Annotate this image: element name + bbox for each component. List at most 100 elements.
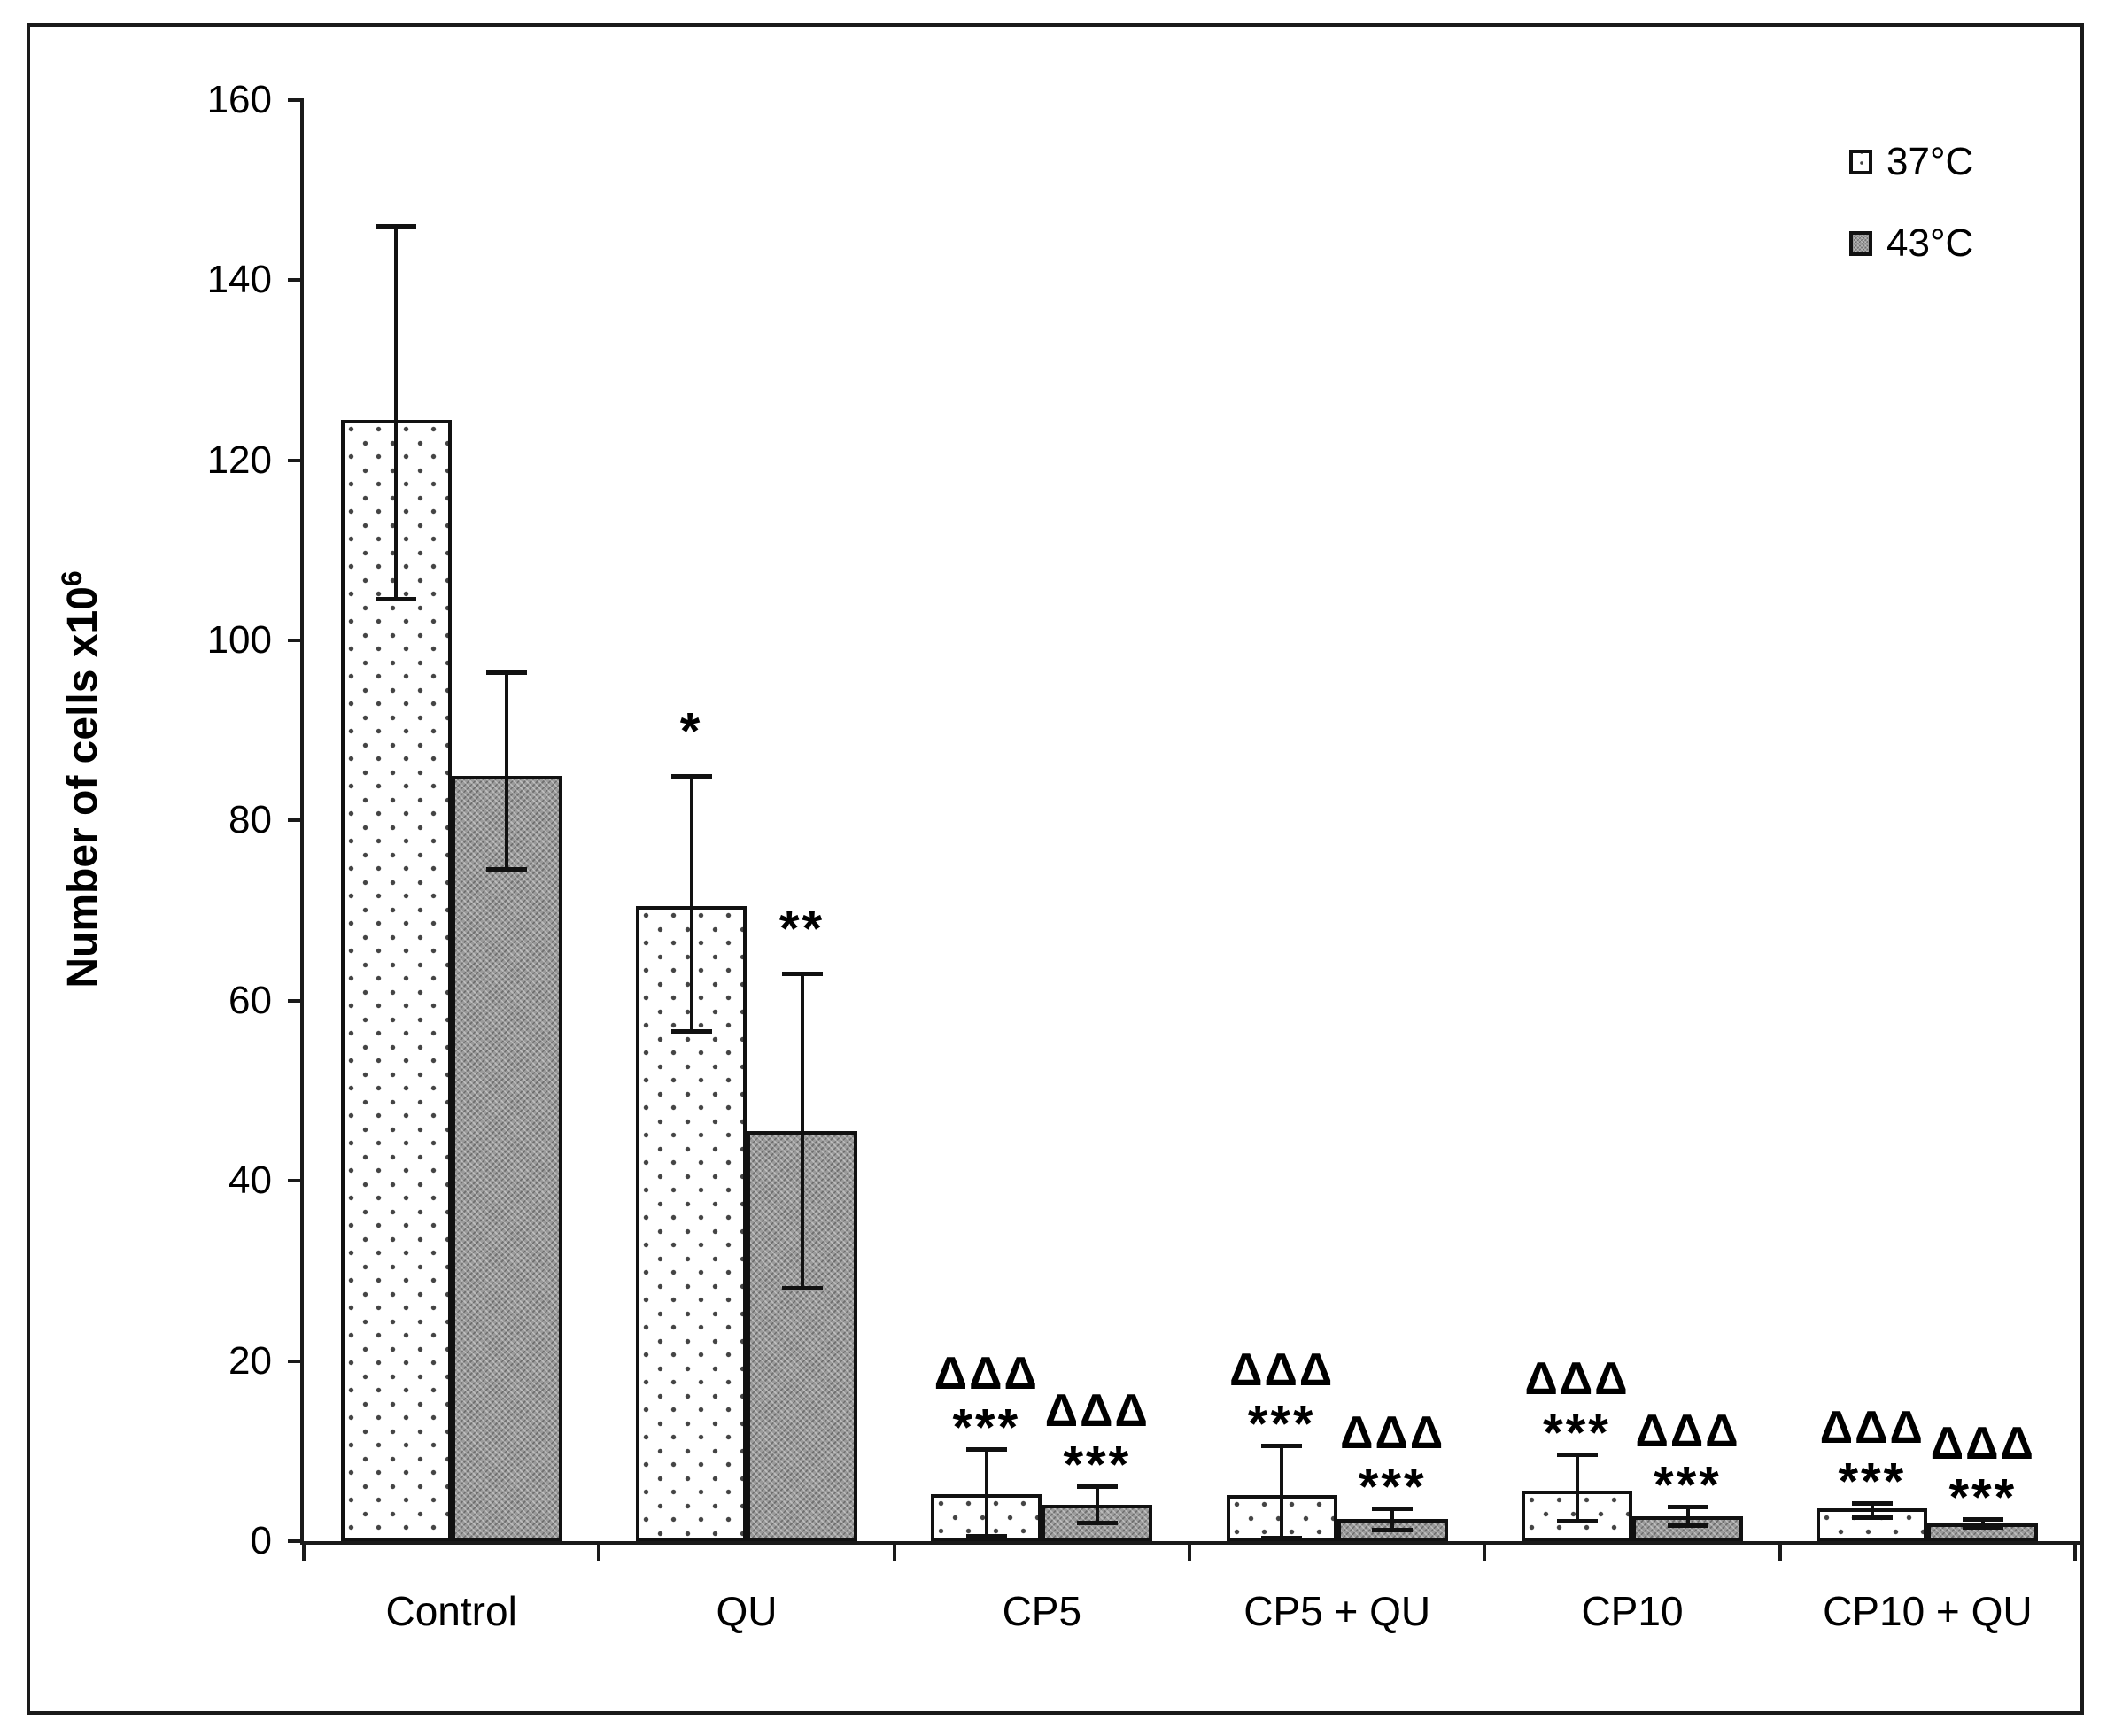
error-bar-cap-top (1667, 1505, 1708, 1510)
y-tick-label: 80 (229, 798, 272, 842)
significance-stars: *** (1063, 1436, 1132, 1494)
y-tick-label: 160 (206, 77, 272, 121)
category-label: CP10 (1581, 1588, 1684, 1634)
figure-border (27, 23, 2084, 1715)
x-axis-tick (1188, 1541, 1191, 1561)
y-tick-label: 60 (229, 978, 272, 1022)
error-bar-line (1390, 1508, 1395, 1531)
error-bar-line (1685, 1507, 1690, 1526)
error-bar-cap-bottom (1372, 1527, 1414, 1532)
error-bar-line (984, 1449, 988, 1537)
y-axis-tick (288, 1359, 304, 1363)
significance-delta: ΔΔΔ (933, 1348, 1039, 1400)
error-bar-cap-bottom (1261, 1535, 1303, 1540)
bar-43c-control (451, 775, 562, 1541)
x-axis-tick (302, 1541, 306, 1561)
error-bar-cap-bottom (1851, 1515, 1893, 1520)
error-bar-cap-top (1962, 1516, 2003, 1522)
significance-delta: ΔΔΔ (1044, 1384, 1150, 1437)
error-bar-line (1575, 1454, 1579, 1522)
y-axis-tick (288, 1179, 304, 1183)
error-bar-cap-bottom (1667, 1523, 1708, 1528)
y-axis-tick (288, 818, 304, 823)
error-bar-cap-top (1076, 1484, 1118, 1489)
error-bar-cap-top (781, 972, 823, 977)
significance-stars: *** (1654, 1456, 1722, 1515)
error-bar-cap-bottom (1076, 1520, 1118, 1525)
y-axis-tick (288, 278, 304, 283)
y-axis-tick (288, 998, 304, 1003)
error-bar-cap-bottom (376, 597, 417, 602)
error-bar-cap-top (486, 670, 528, 675)
legend-label-37c: 37°C (1886, 140, 1974, 183)
significance-delta: ΔΔΔ (1229, 1345, 1335, 1397)
error-bar-cap-bottom (670, 1029, 712, 1035)
error-bar-line (800, 973, 804, 1290)
error-bar-cap-top (376, 224, 417, 229)
legend-marker-43c-icon (1849, 231, 1872, 256)
y-axis-tick (288, 1539, 304, 1543)
error-bar-cap-top (1372, 1507, 1414, 1512)
significance-delta: ΔΔΔ (1524, 1353, 1630, 1406)
significance-stars: *** (1247, 1395, 1316, 1453)
error-bar-cap-bottom (965, 1533, 1007, 1538)
error-bar-line (505, 671, 509, 871)
x-axis-tick (1483, 1541, 1487, 1561)
legend-label-43c: 43°C (1886, 221, 1974, 265)
bar-37c-control (340, 419, 452, 1541)
significance-stars: ** (779, 900, 825, 958)
error-bar-line (394, 226, 399, 601)
significance-delta: ΔΔΔ (1635, 1406, 1740, 1458)
error-bar-cap-top (1851, 1501, 1893, 1507)
legend-row-37c: 37°C (1849, 140, 1973, 184)
y-axis-tick (288, 639, 304, 642)
y-axis-title-text: Number of cells x10 (59, 586, 106, 988)
error-bar-line (1095, 1485, 1099, 1523)
y-tick-label: 100 (206, 618, 272, 662)
error-bar-line (1870, 1503, 1874, 1518)
significance-delta: ΔΔΔ (1340, 1407, 1445, 1460)
error-bar-cap-bottom (1962, 1524, 2003, 1530)
category-label: CP5 + QU (1243, 1588, 1431, 1634)
error-bar-cap-bottom (486, 867, 528, 872)
y-axis-tick (288, 458, 304, 462)
y-axis-title: Number of cells x106 (56, 570, 107, 988)
significance-stars: *** (1543, 1404, 1611, 1462)
error-bar-cap-top (670, 773, 712, 779)
category-label: QU (716, 1588, 778, 1634)
y-axis-tick (288, 97, 304, 102)
legend-marker-37c-icon (1849, 150, 1872, 174)
significance-stars: *** (1358, 1458, 1427, 1516)
x-axis-tick (597, 1541, 601, 1561)
y-axis-title-exponent: 6 (56, 570, 88, 587)
significance-stars: * (679, 702, 703, 761)
y-tick-label: 120 (206, 438, 272, 482)
error-bar-line (689, 775, 693, 1033)
significance-delta: ΔΔΔ (1819, 1402, 1925, 1454)
significance-stars: *** (952, 1399, 1021, 1457)
bar-43c-cp10 (1632, 1515, 1743, 1541)
error-bar-cap-top (1556, 1453, 1598, 1458)
error-bar-line (1980, 1518, 1985, 1528)
error-bar-cap-bottom (1556, 1518, 1598, 1523)
error-bar-cap-bottom (781, 1286, 823, 1291)
significance-delta: ΔΔΔ (1930, 1417, 2035, 1469)
legend: 37°C 43°C (1849, 140, 1973, 303)
error-bar-cap-top (965, 1447, 1007, 1453)
x-axis-tick (1778, 1541, 1782, 1561)
y-tick-label: 20 (229, 1338, 272, 1383)
error-bar-cap-top (1261, 1444, 1303, 1449)
y-tick-label: 0 (250, 1519, 272, 1562)
error-bar-line (1280, 1445, 1284, 1538)
category-label: CP5 (1002, 1588, 1082, 1634)
category-label: CP10 + QU (1823, 1588, 2033, 1634)
y-tick-label: 40 (229, 1159, 272, 1203)
significance-stars: *** (1838, 1453, 1907, 1511)
x-axis-tick (2073, 1541, 2077, 1561)
legend-row-43c: 43°C (1849, 221, 1973, 266)
category-label: Control (385, 1588, 517, 1634)
x-axis-tick (892, 1541, 896, 1561)
y-tick-label: 140 (206, 258, 272, 302)
significance-stars: *** (1948, 1469, 2018, 1527)
